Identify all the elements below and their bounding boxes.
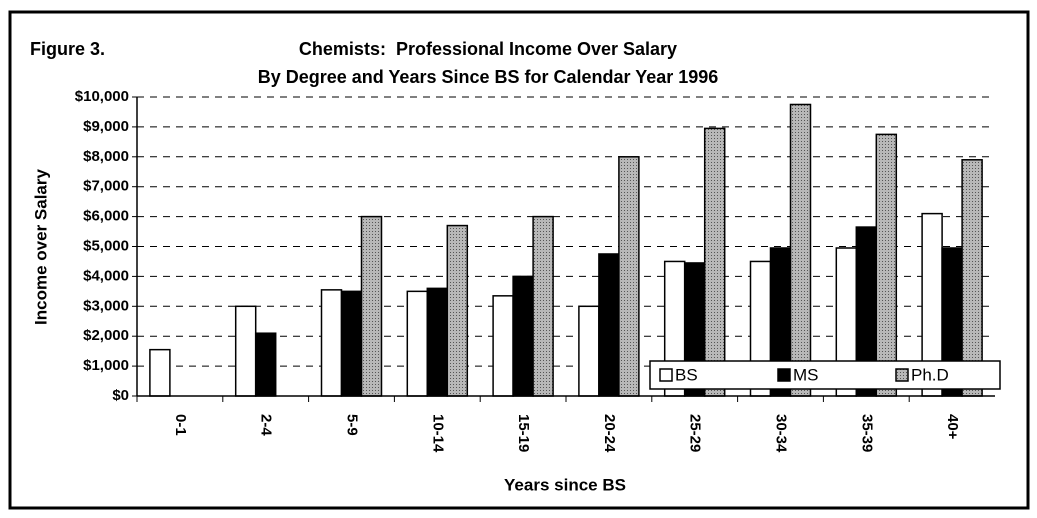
figure-label: Figure 3. — [30, 39, 105, 59]
x-tick-label: 30-34 — [773, 414, 790, 453]
x-tick-label: 5-9 — [344, 414, 361, 436]
x-tick-label: 15-19 — [515, 414, 532, 452]
y-tick-label: $2,000 — [83, 327, 129, 344]
x-tick-label: 10-14 — [429, 414, 446, 453]
chart-subtitle: By Degree and Years Since BS for Calenda… — [258, 67, 719, 87]
y-tick-label: $3,000 — [83, 297, 129, 314]
bar — [598, 253, 620, 397]
y-tick-label: $10,000 — [75, 88, 129, 105]
y-tick-label: $7,000 — [83, 178, 129, 195]
chart-title: Chemists: Professional Income Over Salar… — [299, 39, 677, 59]
bar — [532, 215, 554, 397]
bar — [320, 289, 343, 397]
bar — [512, 275, 534, 397]
legend-label: BS — [675, 365, 698, 384]
bar — [254, 332, 277, 397]
legend-swatch — [777, 368, 791, 382]
y-axis-label: Income over Salary — [31, 169, 50, 325]
bar — [703, 127, 726, 397]
bar — [426, 287, 449, 397]
x-tick-label: 20-24 — [601, 414, 618, 453]
legend-label: Ph.D — [911, 365, 949, 384]
x-tick-label: 2-4 — [258, 414, 275, 436]
bar — [446, 224, 469, 397]
bar — [618, 156, 640, 397]
y-tick-label: $4,000 — [83, 267, 129, 284]
x-axis-label: Years since BS — [504, 475, 626, 494]
x-tick-label: 40+ — [944, 414, 961, 440]
frame — [8, 10, 1030, 510]
x-tick-label: 0-1 — [172, 414, 189, 436]
y-tick-label: $6,000 — [83, 208, 129, 225]
bar — [234, 305, 257, 397]
bar — [340, 290, 363, 397]
bar — [406, 290, 429, 397]
legend-swatch — [659, 368, 673, 382]
y-tick-label: $9,000 — [83, 118, 129, 135]
legend-label: MS — [793, 365, 819, 384]
y-tick-label: $5,000 — [83, 237, 129, 254]
bar — [149, 348, 171, 397]
x-tick-label: 35-39 — [858, 414, 875, 452]
y-tick-label: $0 — [112, 387, 129, 404]
legend — [649, 360, 1001, 390]
y-tick-label: $8,000 — [83, 148, 129, 165]
bar — [360, 215, 383, 397]
bar — [789, 103, 812, 397]
bar — [578, 305, 600, 397]
bar — [492, 295, 514, 397]
legend-swatch — [895, 368, 909, 382]
x-tick-label: 25-29 — [687, 414, 704, 452]
bar — [875, 133, 898, 397]
y-tick-label: $1,000 — [83, 357, 129, 374]
